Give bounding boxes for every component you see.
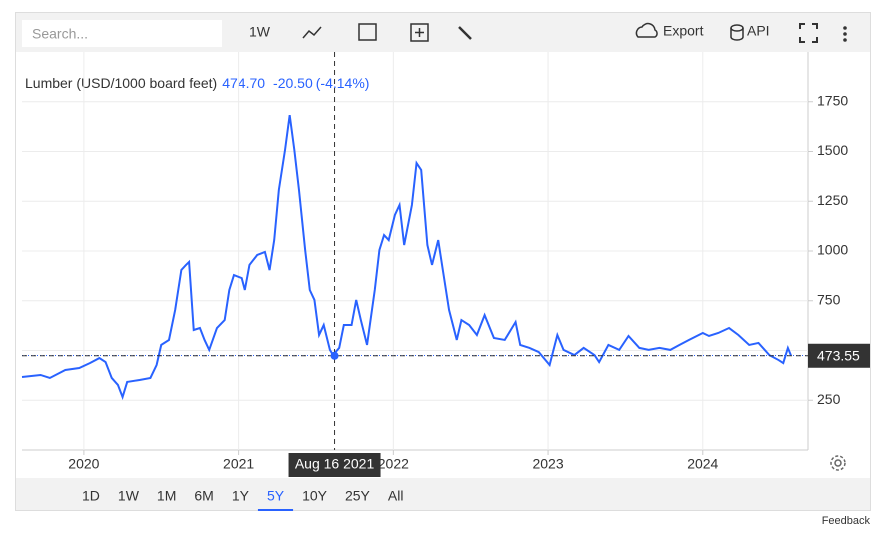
y-tick-label: 1000	[817, 242, 848, 258]
x-tick-label: 2024	[687, 456, 718, 472]
range-button[interactable]: 5Y	[267, 488, 285, 504]
last-price: 474.70	[222, 75, 265, 91]
range-button[interactable]: 10Y	[302, 488, 328, 504]
crosshair-point	[330, 351, 339, 360]
x-tick-label: 2023	[532, 456, 563, 472]
gear-icon[interactable]	[830, 455, 846, 471]
x-tick-label: 2021	[223, 456, 254, 472]
chart-type-icon[interactable]	[302, 26, 322, 39]
y-tick-label: 1500	[817, 142, 848, 158]
export-button[interactable]: Export	[663, 23, 704, 39]
y-tick-label: 1250	[817, 192, 848, 208]
interval-button[interactable]: 1W	[249, 24, 271, 40]
y-tick-label: 750	[817, 291, 841, 307]
plot: 2505007501000125015001750202020212022202…	[21, 52, 870, 477]
y-tick-label: 250	[817, 391, 841, 407]
chart-header: Lumber (USD/1000 board feet) 474.70 -20.50…	[25, 75, 369, 91]
menu-icon[interactable]	[843, 26, 847, 42]
add-icon-plus	[415, 28, 424, 37]
api-button[interactable]: API	[747, 23, 770, 39]
frame	[15, 12, 871, 511]
range-bar	[16, 478, 870, 510]
range-button[interactable]: 1W	[118, 488, 140, 504]
y-tick-label: 1750	[817, 92, 848, 108]
x-tick-label: 2022	[378, 456, 409, 472]
add-icon[interactable]	[410, 23, 429, 42]
crosshair-x-label: Aug 16 2021	[295, 456, 375, 472]
chart-title: Lumber (USD/1000 board feet)	[25, 75, 217, 91]
x-tick-label: 2020	[68, 456, 99, 472]
search-placeholder: Search...	[32, 26, 88, 42]
settings-icon[interactable]	[458, 26, 472, 40]
crosshair-y-label: 473.55	[817, 347, 860, 363]
api-icon-body	[730, 28, 744, 41]
fullscreen-icon[interactable]	[799, 23, 818, 43]
range-button[interactable]: 1M	[157, 488, 176, 504]
range-button[interactable]: All	[388, 488, 404, 504]
range-button[interactable]: 1D	[82, 488, 100, 504]
change: -20.50	[273, 75, 313, 91]
change-pct: (-4.14%)	[316, 75, 370, 91]
calendar-icon[interactable]	[358, 23, 377, 41]
range-button[interactable]: 1Y	[232, 488, 250, 504]
range-button[interactable]: 6M	[194, 488, 213, 504]
range-button[interactable]: 25Y	[345, 488, 371, 504]
crosshair-x-tag	[288, 453, 381, 477]
crosshair-y-tag	[808, 343, 870, 368]
feedback-link[interactable]: Feedback	[822, 515, 871, 527]
line-series	[21, 114, 792, 401]
search-box[interactable]	[22, 20, 222, 47]
export-icon[interactable]	[635, 22, 658, 38]
